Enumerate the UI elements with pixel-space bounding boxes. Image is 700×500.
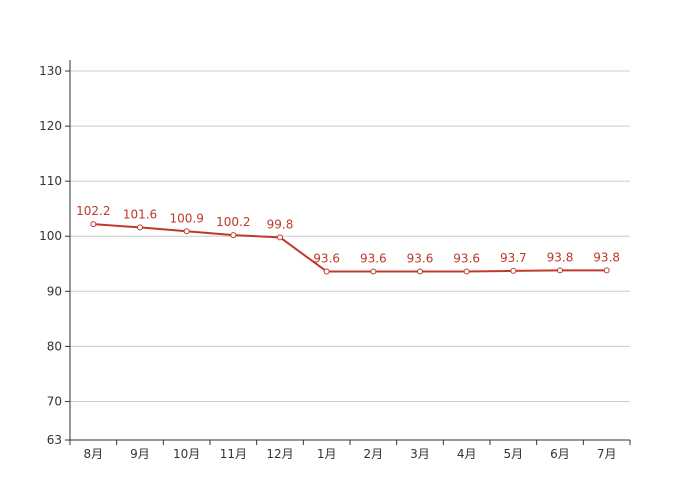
data-label: 99.8 <box>267 217 294 231</box>
data-point <box>603 267 610 274</box>
data-point <box>463 268 470 275</box>
x-tick-label: 12月 <box>266 447 293 461</box>
data-point <box>417 268 423 275</box>
x-tick-label: 9月 <box>130 447 150 461</box>
x-tick-label: 7月 <box>597 447 617 461</box>
data-label: 93.6 <box>313 251 340 265</box>
y-tick-label: 63 <box>47 433 62 447</box>
data-label: 93.7 <box>500 251 527 265</box>
data-point <box>90 221 97 228</box>
y-tick-label: 90 <box>47 284 62 298</box>
data-labels: 102.2 101.6 100.9 100.2 99.8 93.6 93.6 93.6 93.6… <box>76 204 620 265</box>
data-point <box>137 224 143 231</box>
data-label: 93.6 <box>407 251 434 265</box>
x-tick-label: 11月 <box>220 447 247 461</box>
data-point <box>557 267 563 274</box>
x-tick-label: 4月 <box>457 447 477 461</box>
data-point <box>230 232 237 239</box>
series-line <box>93 223 607 273</box>
grid-lines <box>70 70 630 402</box>
data-point <box>370 268 377 275</box>
y-tick-label: 70 <box>47 394 62 408</box>
y-tick-label: 120 <box>39 119 62 133</box>
x-tick-label: 10月 <box>173 447 200 461</box>
data-label: 93.8 <box>547 250 574 264</box>
x-tick-label: 6月 <box>550 447 570 461</box>
series-layer <box>90 221 610 275</box>
y-tick-label: 80 <box>47 339 62 353</box>
x-tick-label: 8月 <box>84 447 104 461</box>
y-tick-label: 100 <box>39 229 62 243</box>
data-point <box>277 234 283 241</box>
data-point <box>183 228 190 235</box>
x-axis-ticks: 8月 9月 10月 11月 12月 1月 2月 3月 4月 5月 6月 7月 <box>69 440 631 461</box>
y-axis-ticks: 63 70 80 90 100 110 120 130 <box>39 64 70 447</box>
y-tick-label: 110 <box>39 174 62 188</box>
data-label: 100.2 <box>216 215 250 229</box>
x-tick-label: 2月 <box>364 447 384 461</box>
x-tick-label: 5月 <box>504 447 524 461</box>
data-label: 93.8 <box>593 250 620 264</box>
data-point <box>323 268 330 275</box>
data-label: 100.9 <box>169 211 203 225</box>
data-label: 93.6 <box>360 251 387 265</box>
data-label: 101.6 <box>123 207 157 221</box>
x-tick-label: 3月 <box>410 447 430 461</box>
data-label: 102.2 <box>76 204 110 218</box>
data-point <box>510 267 517 274</box>
data-label: 93.6 <box>453 251 480 265</box>
y-tick-label: 130 <box>39 64 62 78</box>
x-tick-label: 1月 <box>317 447 337 461</box>
